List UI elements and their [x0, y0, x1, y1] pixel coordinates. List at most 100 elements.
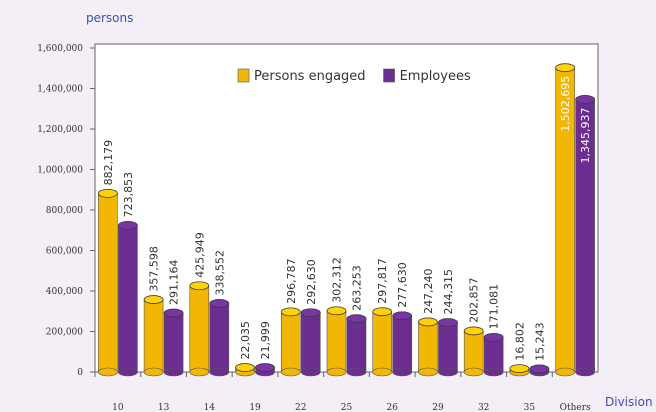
- bar-body: [209, 303, 230, 373]
- value-label: 277,630: [396, 262, 409, 308]
- bar-body: [346, 318, 367, 373]
- bar: [235, 363, 255, 377]
- bar-base: [189, 367, 210, 377]
- y-tick-label: 400,000: [46, 287, 83, 297]
- bar-cap: [463, 326, 484, 336]
- x-tick-label: 32: [478, 403, 489, 412]
- bar-base: [346, 367, 367, 377]
- x-tick-label: Others: [560, 403, 591, 412]
- legend-swatch: [383, 68, 395, 83]
- bar-base: [555, 367, 575, 377]
- bar: [438, 318, 458, 377]
- value-label: 1,345,937: [579, 107, 592, 163]
- bar-base: [418, 367, 438, 377]
- bar: [117, 221, 138, 377]
- bar-body: [418, 321, 438, 373]
- bar-cap: [575, 95, 596, 104]
- bar-cap: [483, 332, 504, 342]
- bar: [143, 295, 164, 377]
- value-label: 292,630: [305, 259, 318, 305]
- x-tick-label: 29: [432, 403, 444, 412]
- x-tick-label: 26: [387, 403, 399, 412]
- bar: [509, 364, 530, 377]
- legend-swatch: [237, 68, 250, 83]
- y-tick-label: 200,000: [46, 328, 83, 338]
- bar: [372, 307, 393, 377]
- legend-label: Persons engaged: [254, 69, 366, 84]
- x-tick-label: 35: [524, 403, 536, 412]
- bar-body: [163, 312, 184, 373]
- bar-body: [118, 225, 138, 373]
- bar: [326, 306, 347, 377]
- bar-base: [280, 367, 301, 377]
- value-label: 15,243: [533, 322, 546, 361]
- value-label: 244,315: [442, 269, 455, 315]
- bar-base: [463, 367, 484, 377]
- x-tick-label: 13: [158, 403, 170, 412]
- bar-cap: [392, 311, 413, 321]
- y-tick-label: 1,400,000: [37, 85, 83, 95]
- bar-base: [98, 367, 118, 377]
- y-tick-label: 1,200,000: [37, 125, 83, 135]
- bar-base: [575, 367, 595, 377]
- y-tick-label: 0: [77, 368, 83, 378]
- value-label: 263,253: [351, 265, 364, 311]
- bar: [346, 314, 367, 377]
- value-label: 723,853: [122, 172, 135, 218]
- bar-cap: [418, 317, 438, 327]
- bar: [189, 281, 210, 377]
- bar: [418, 317, 438, 377]
- legend-label: Employees: [400, 69, 471, 84]
- value-label: 291,164: [168, 260, 181, 306]
- bar-body: [98, 193, 118, 373]
- bar-body: [438, 322, 458, 373]
- bar-base: [438, 367, 458, 377]
- bar-base: [300, 367, 321, 377]
- x-tick-label: 19: [249, 403, 261, 412]
- value-label: 21,999: [259, 321, 272, 360]
- bar: [463, 326, 484, 377]
- bar-body: [189, 285, 210, 373]
- bar-body: [280, 311, 301, 373]
- bar-body: [143, 299, 164, 373]
- x-axis-title: Division: [605, 395, 653, 409]
- bar: [529, 364, 550, 377]
- y-tick-label: 1,000,000: [37, 166, 83, 176]
- bar: [280, 307, 301, 377]
- x-tick-label: 10: [112, 403, 124, 412]
- bar-cap: [438, 318, 458, 327]
- bar-body: [483, 337, 504, 373]
- bar-body: [463, 330, 484, 373]
- value-label: 297,817: [376, 258, 389, 304]
- bar: [392, 311, 413, 377]
- bar: [575, 95, 596, 377]
- bar-cap: [255, 363, 275, 372]
- x-tick-label: 25: [341, 403, 353, 412]
- value-label: 16,802: [513, 322, 526, 361]
- y-tick-label: 600,000: [46, 247, 83, 257]
- y-tick-label: 1,600,000: [37, 44, 83, 54]
- x-tick-label: 22: [295, 403, 306, 412]
- bar: [163, 308, 184, 377]
- value-label: 338,552: [213, 250, 226, 296]
- bar-cap: [509, 364, 530, 373]
- value-label: 296,787: [285, 258, 298, 304]
- y-tick-label: 800,000: [46, 206, 83, 216]
- value-label: 22,035: [239, 321, 252, 360]
- y-axis-title: persons: [86, 11, 133, 25]
- value-label: 171,081: [488, 284, 501, 330]
- bar-cap: [372, 307, 393, 317]
- bar-cap: [143, 295, 164, 304]
- bar-cap: [555, 63, 576, 73]
- bar-base: [392, 367, 413, 377]
- value-label: 357,598: [148, 246, 161, 292]
- bar-body: [372, 311, 393, 373]
- x-tick-label: 14: [204, 403, 216, 412]
- bar-cap: [97, 188, 118, 198]
- bar-cap: [235, 363, 255, 372]
- value-label: 1,502,695: [559, 76, 572, 132]
- bar-cap: [300, 308, 321, 318]
- value-label: 882,179: [102, 140, 115, 186]
- bar-base: [483, 367, 504, 377]
